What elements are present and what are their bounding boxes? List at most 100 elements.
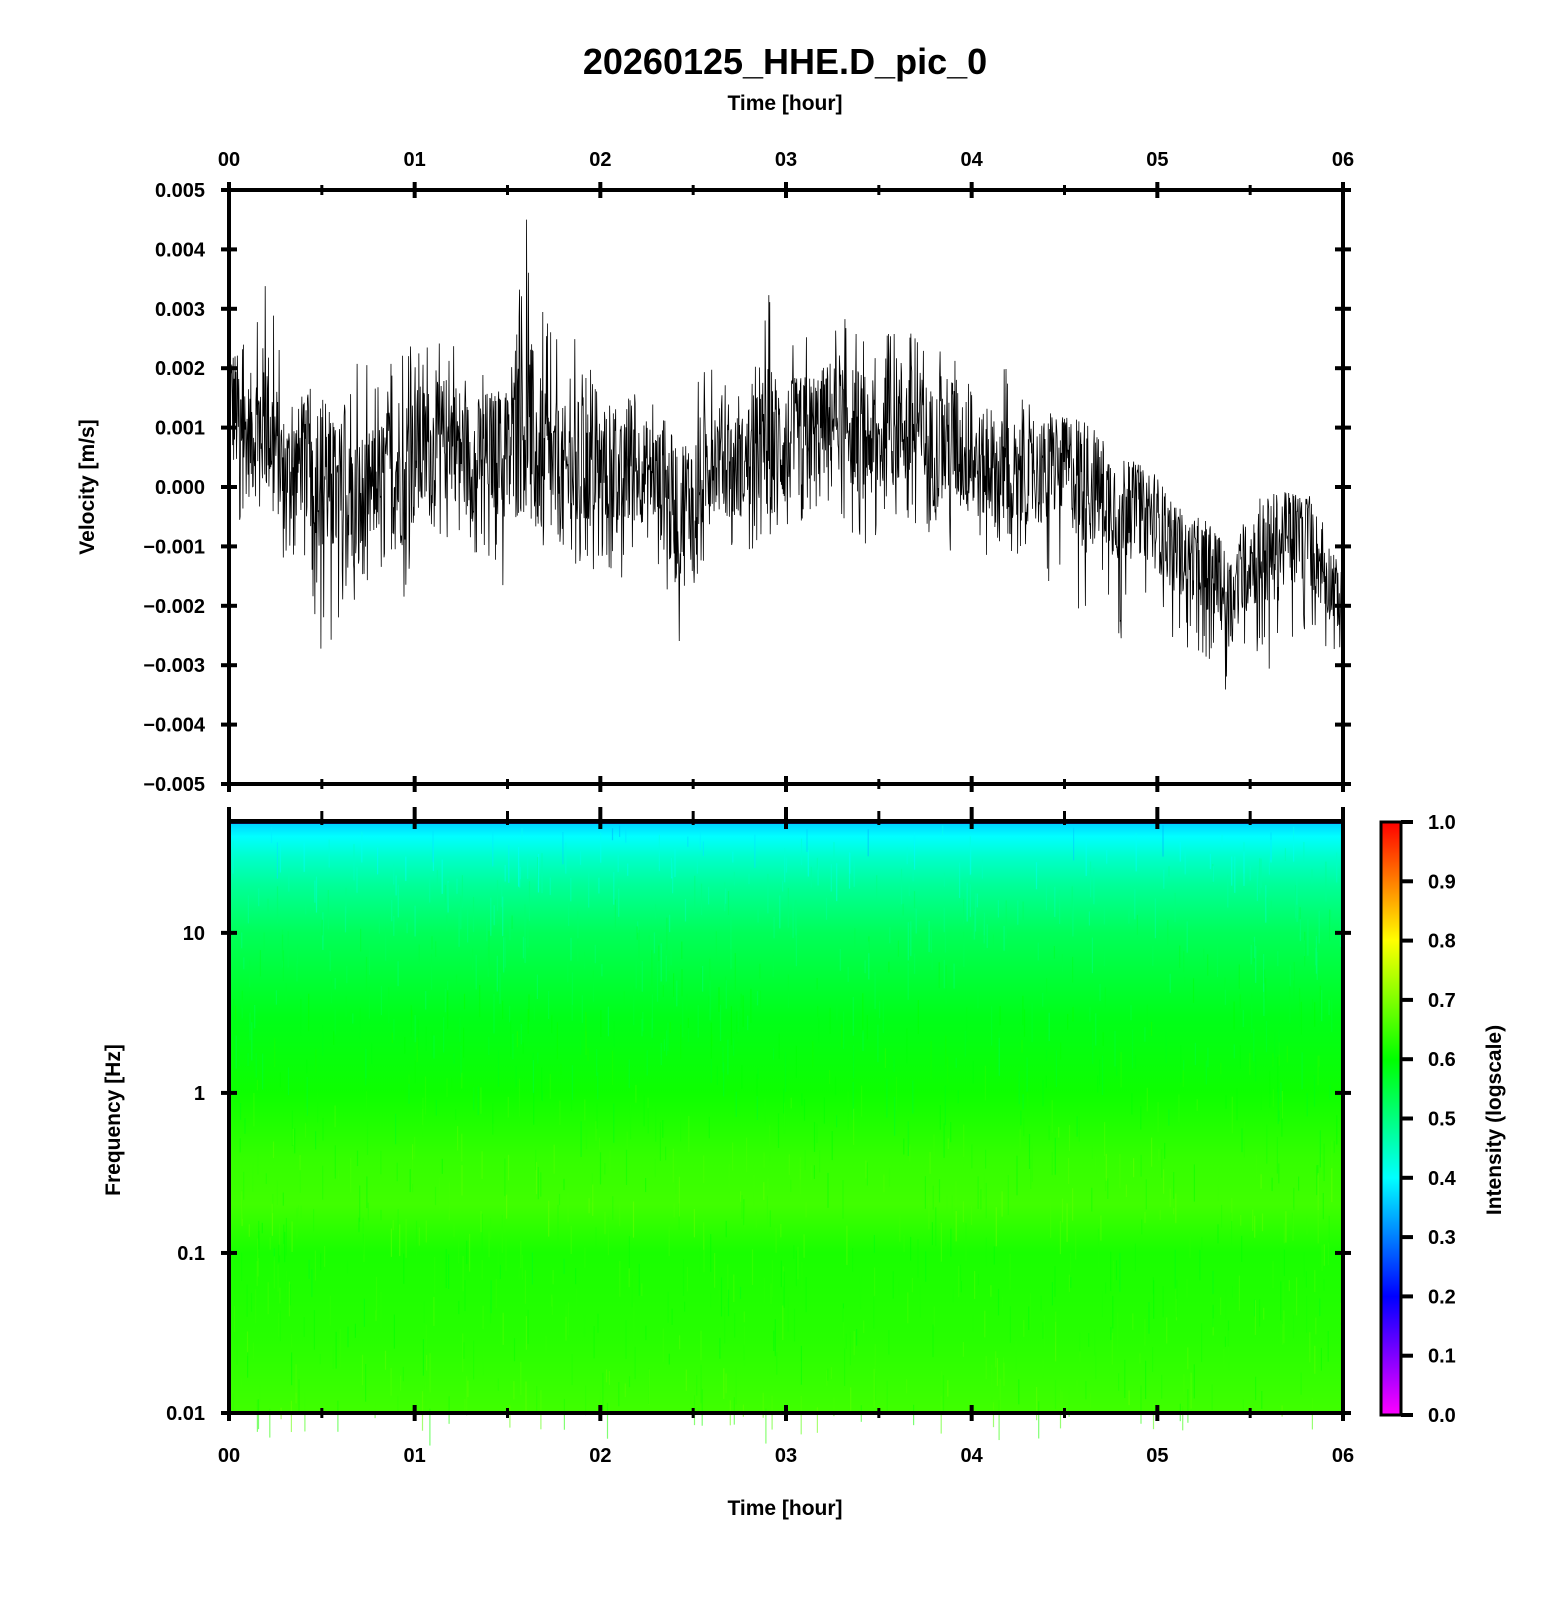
spectrogram-speckle [460, 1046, 462, 1078]
spectrogram-speckle [604, 1163, 606, 1175]
spectrogram-speckle [1119, 1154, 1121, 1189]
spectrogram-speckle [945, 1035, 947, 1069]
spectrogram-speckle [279, 1310, 281, 1342]
spectrogram-speckle [1221, 835, 1223, 848]
spectrogram-speckle [757, 1068, 759, 1080]
spectrogram-speckle [852, 1248, 854, 1272]
spectrogram-speckle [418, 1227, 420, 1246]
spectrogram-speckle [1002, 1296, 1004, 1308]
spectrogram-speckle [447, 981, 449, 993]
spectrogram-speckle [1146, 1004, 1148, 1028]
spectrogram-speckle [625, 1320, 627, 1359]
waveform-y-tick-label: −0.001 [143, 536, 205, 558]
spectrogram-speckle [727, 1289, 730, 1317]
spectrogram-speckle [265, 1173, 267, 1185]
spectrogram-speckle [1303, 1252, 1305, 1278]
spectrogram-speckle [288, 867, 290, 892]
spectrogram-speckle [1144, 1211, 1146, 1224]
spectrogram-speckle [700, 1364, 702, 1404]
spectrogram-speckle [306, 1077, 308, 1116]
spectrogram-speckle [481, 1151, 483, 1179]
spectrogram-speckle [488, 931, 490, 969]
colorbar-tick-label: 1.0 [1428, 812, 1456, 834]
spectrogram-speckle [985, 1182, 987, 1219]
spectrogram-speckle [1150, 1021, 1153, 1037]
spectrogram-speckle [682, 999, 684, 1038]
spectrogram-speckle [742, 1404, 744, 1417]
spectrogram-speckle [730, 910, 732, 949]
spectrogram-speckle [1286, 1045, 1288, 1063]
spectrogram-speckle [333, 1031, 335, 1045]
spectrogram-speckle [1152, 1347, 1154, 1372]
spectrogram-speckle [378, 914, 380, 934]
spectrogram-speckle [709, 958, 711, 985]
spectrogram-speckle [522, 1042, 524, 1054]
spectrogram-speckle [1140, 1154, 1142, 1177]
spectrogram-speckle [1068, 1125, 1071, 1152]
spectrogram-speckle [1189, 1230, 1191, 1259]
spectrogram-speckle [1089, 1393, 1091, 1409]
spectrogram-speckle [397, 884, 399, 918]
spectrogram-speckle [256, 1079, 258, 1091]
spectrogram-speckle [263, 932, 265, 962]
spectrogram-speckle [457, 1126, 459, 1151]
spectrogram-speckle [1301, 1052, 1303, 1090]
spectrogram-speckle [1058, 1127, 1060, 1138]
spectrogram-speckle [1300, 1001, 1302, 1035]
spectrogram-speckle [600, 832, 602, 863]
spectrogram-speckle [1317, 1165, 1319, 1176]
spectrogram-speckle [804, 1150, 806, 1170]
spectrogram-speckle [367, 1202, 369, 1221]
top-x-tick-label: 03 [775, 149, 797, 171]
spectrogram-speckle [1088, 1333, 1090, 1347]
spectrogram-speckle [545, 1336, 547, 1354]
spectrogram-speckle [556, 1022, 558, 1060]
spectrogram-speckle [883, 1174, 885, 1193]
spectrogram-speckle [313, 1310, 315, 1350]
spectrogram-speckle [817, 856, 819, 886]
spectrogram-speckle [499, 973, 501, 1004]
spectrogram-speckle [1207, 1047, 1209, 1068]
spectrogram-speckle [898, 1281, 900, 1296]
spectrogram-speckle [1061, 1391, 1063, 1411]
spectrogram-speckle [725, 980, 727, 1009]
spectrogram-speckle [507, 1096, 509, 1118]
spectrogram-speckle [960, 1280, 962, 1293]
spectrogram-speckle [1095, 1013, 1097, 1046]
spectrogram-speckle [1261, 1391, 1263, 1410]
spectrogram-speckle [702, 966, 704, 992]
spectrogram-speckle [757, 909, 759, 923]
spectrogram-speckle [380, 1150, 382, 1175]
spectrogram-speckle [493, 994, 495, 1034]
spectrogram-speckle [596, 1103, 598, 1129]
spectrogram-speckle [1283, 1222, 1285, 1244]
spectrogram-speckle [1168, 866, 1170, 877]
spectrogram-speckle [332, 1346, 334, 1370]
spectrogram-speckle [488, 1036, 490, 1056]
spectrogram-speckle [1296, 1277, 1298, 1316]
spectrogram-speckle [581, 995, 583, 1023]
spectrogram-speckle [910, 1236, 912, 1261]
spectrogram-speckle [1336, 1115, 1338, 1145]
spectrogram-speckle [456, 878, 458, 894]
spectrogram-speckle [773, 917, 775, 939]
spectrogram-speckle [767, 1178, 769, 1190]
spectrogram-speckle [790, 1179, 792, 1192]
spectrogram-speckle [792, 899, 794, 939]
spectrogram-speckle [403, 1253, 405, 1284]
spectrogram-speckle [662, 985, 664, 998]
spectrogram-speckle [1134, 1055, 1137, 1069]
spectrogram-speckle [365, 1049, 367, 1079]
spectrogram-speckle [953, 963, 955, 989]
spectrogram-speckle [701, 1389, 703, 1426]
spectrogram-speckle [1227, 875, 1229, 908]
spectrogram-speckle [512, 1033, 514, 1060]
spectrogram-speckle [1035, 862, 1038, 890]
spectrogram-speckle [410, 1005, 412, 1037]
spectrogram-speckle [1145, 1360, 1147, 1400]
spectrogram-speckle [1271, 1177, 1273, 1192]
spectrogram-speckle [669, 1022, 671, 1033]
colorbar-ticks: 1.0 0.9 0.8 0.7 0.6 0.5 0.4 0.3 0.2 0.1 0.0 [1401, 812, 1457, 1427]
spectrogram-speckle [823, 1097, 825, 1124]
spectrogram-speckle [628, 1236, 630, 1268]
